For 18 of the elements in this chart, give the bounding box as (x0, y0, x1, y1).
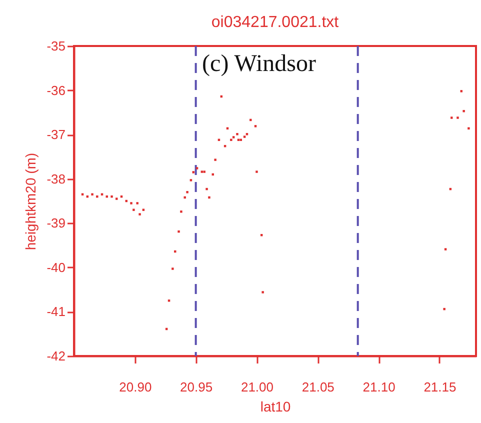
x-tick-label: 21.15 (424, 380, 456, 394)
x-tick-label: 20.90 (119, 380, 152, 394)
y-axis-title: heightkm20 (m) (22, 152, 39, 250)
y-tick-label: -38 (46, 171, 66, 186)
y-tick-label: -37 (46, 127, 66, 142)
y-tick-label: -40 (46, 260, 66, 275)
y-tick-label: -42 (46, 348, 66, 364)
x-tick-label: 21.10 (362, 380, 396, 394)
y-tick-label: -41 (46, 304, 66, 320)
y-tick-label: -36 (46, 82, 66, 98)
x-tick-label: 21.00 (240, 380, 274, 394)
x-axis-title: lat10 (260, 398, 291, 414)
x-tick-label: 20.95 (180, 380, 213, 394)
y-tick-label: -35 (46, 38, 66, 54)
x-tick-label: 21.05 (302, 380, 334, 394)
chart-title: oi034217.0021.txt (211, 14, 340, 31)
annotation: (c) Windsor (202, 51, 316, 77)
y-tick-label: -39 (46, 216, 66, 231)
